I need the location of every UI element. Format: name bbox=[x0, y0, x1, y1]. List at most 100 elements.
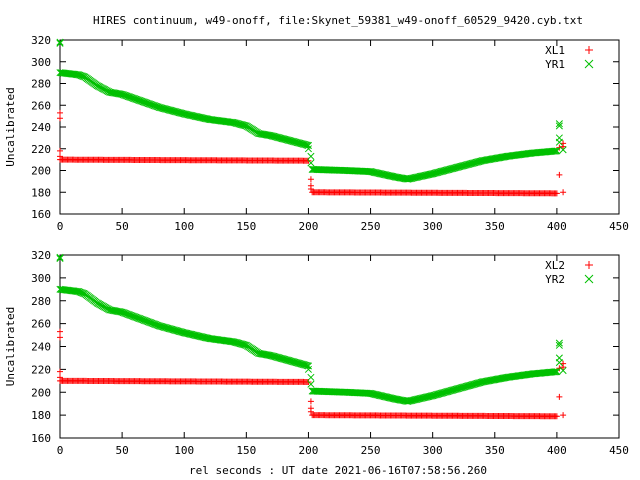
data-point bbox=[148, 101, 156, 109]
data-point bbox=[121, 91, 129, 99]
data-point bbox=[307, 152, 315, 160]
data-point bbox=[307, 185, 314, 192]
y-tick-label: 180 bbox=[31, 186, 51, 199]
y-tick-label: 220 bbox=[31, 363, 51, 376]
data-point bbox=[57, 334, 63, 341]
data-point bbox=[124, 92, 132, 101]
data-point bbox=[302, 141, 310, 149]
y-tick-label: 200 bbox=[31, 165, 51, 178]
y-tick-label: 300 bbox=[31, 56, 51, 69]
data-point bbox=[304, 145, 312, 153]
data-point bbox=[150, 320, 158, 328]
data-point bbox=[132, 313, 140, 321]
y-tick-label: 200 bbox=[31, 386, 51, 399]
data-point bbox=[75, 71, 83, 79]
data-point bbox=[555, 358, 563, 367]
data-point bbox=[147, 319, 155, 327]
data-point bbox=[56, 38, 64, 46]
data-point bbox=[122, 310, 130, 318]
data-point bbox=[134, 314, 142, 322]
data-point bbox=[130, 313, 139, 321]
data-point bbox=[76, 71, 84, 79]
data-point bbox=[77, 288, 85, 297]
data-point bbox=[555, 341, 563, 349]
data-point bbox=[555, 122, 563, 130]
data-point bbox=[138, 97, 146, 105]
data-point bbox=[118, 90, 126, 98]
data-point bbox=[122, 92, 130, 100]
legend-marker bbox=[585, 46, 593, 54]
data-point bbox=[144, 99, 152, 108]
data-point bbox=[240, 341, 248, 349]
x-tick-label: 0 bbox=[57, 444, 64, 457]
data-point bbox=[126, 93, 134, 101]
data-point bbox=[140, 316, 149, 324]
data-point bbox=[127, 93, 135, 101]
data-point bbox=[124, 310, 132, 319]
x-tick-label: 100 bbox=[174, 444, 194, 457]
data-point bbox=[304, 141, 312, 150]
data-point bbox=[57, 109, 63, 116]
data-point bbox=[556, 393, 563, 400]
plot-frame bbox=[59, 39, 620, 215]
y-tick-label: 280 bbox=[31, 78, 51, 91]
bottom-panel: 160 180 200 220 240 260 280 300 320 0 50 100 150 200 2… bbox=[4, 249, 629, 457]
series-yr1 bbox=[56, 38, 567, 183]
y-axis-label: Uncalibrated bbox=[4, 307, 17, 386]
data-point bbox=[133, 96, 141, 104]
x-tick-label: 200 bbox=[299, 220, 319, 233]
data-point bbox=[137, 97, 145, 105]
series-xl1 bbox=[57, 109, 567, 197]
legend-marker bbox=[584, 274, 594, 284]
data-point bbox=[550, 368, 558, 376]
x-tick-label: 400 bbox=[547, 444, 567, 457]
data-point bbox=[550, 147, 558, 155]
data-point bbox=[129, 312, 137, 320]
data-point bbox=[302, 361, 310, 369]
data-point bbox=[135, 315, 144, 323]
data-point bbox=[139, 98, 147, 106]
x-axis-label: rel seconds : UT date 2021-06-16T07:58:5… bbox=[189, 464, 487, 477]
data-point bbox=[132, 95, 140, 103]
data-point bbox=[149, 101, 157, 109]
x-tick-label: 350 bbox=[485, 220, 505, 233]
x-tick-label: 200 bbox=[299, 444, 319, 457]
data-point bbox=[552, 147, 560, 155]
data-point bbox=[152, 320, 160, 329]
data-point bbox=[121, 309, 129, 317]
y-tick-label: 240 bbox=[31, 341, 51, 354]
y-tick-label: 300 bbox=[31, 272, 51, 285]
data-point bbox=[128, 312, 136, 320]
data-point bbox=[119, 91, 127, 99]
data-point bbox=[153, 321, 161, 329]
data-point bbox=[57, 374, 63, 381]
y-tick-label: 160 bbox=[31, 432, 51, 445]
data-point bbox=[147, 100, 155, 108]
y-tick-label: 320 bbox=[31, 249, 51, 262]
data-point bbox=[552, 368, 560, 376]
legend-label: XL2 bbox=[545, 259, 565, 272]
data-point bbox=[56, 254, 64, 262]
data-point bbox=[553, 413, 560, 420]
y-tick-label: 280 bbox=[31, 295, 51, 308]
data-point bbox=[150, 102, 158, 110]
data-point bbox=[78, 289, 86, 297]
data-point bbox=[307, 373, 315, 381]
data-point bbox=[307, 398, 314, 405]
data-point bbox=[240, 121, 248, 129]
data-point bbox=[57, 147, 63, 154]
data-point bbox=[303, 362, 311, 370]
data-point bbox=[559, 146, 567, 154]
y-tick-label: 260 bbox=[31, 99, 51, 112]
data-point bbox=[57, 115, 63, 122]
data-point bbox=[555, 120, 563, 128]
x-tick-label: 50 bbox=[115, 220, 128, 233]
data-point bbox=[127, 311, 135, 319]
data-point bbox=[304, 365, 312, 373]
data-point bbox=[553, 147, 561, 155]
data-point bbox=[307, 408, 314, 415]
y-tick-label: 160 bbox=[31, 208, 51, 221]
data-point bbox=[143, 317, 151, 325]
data-point bbox=[560, 189, 567, 196]
data-point bbox=[307, 380, 315, 388]
